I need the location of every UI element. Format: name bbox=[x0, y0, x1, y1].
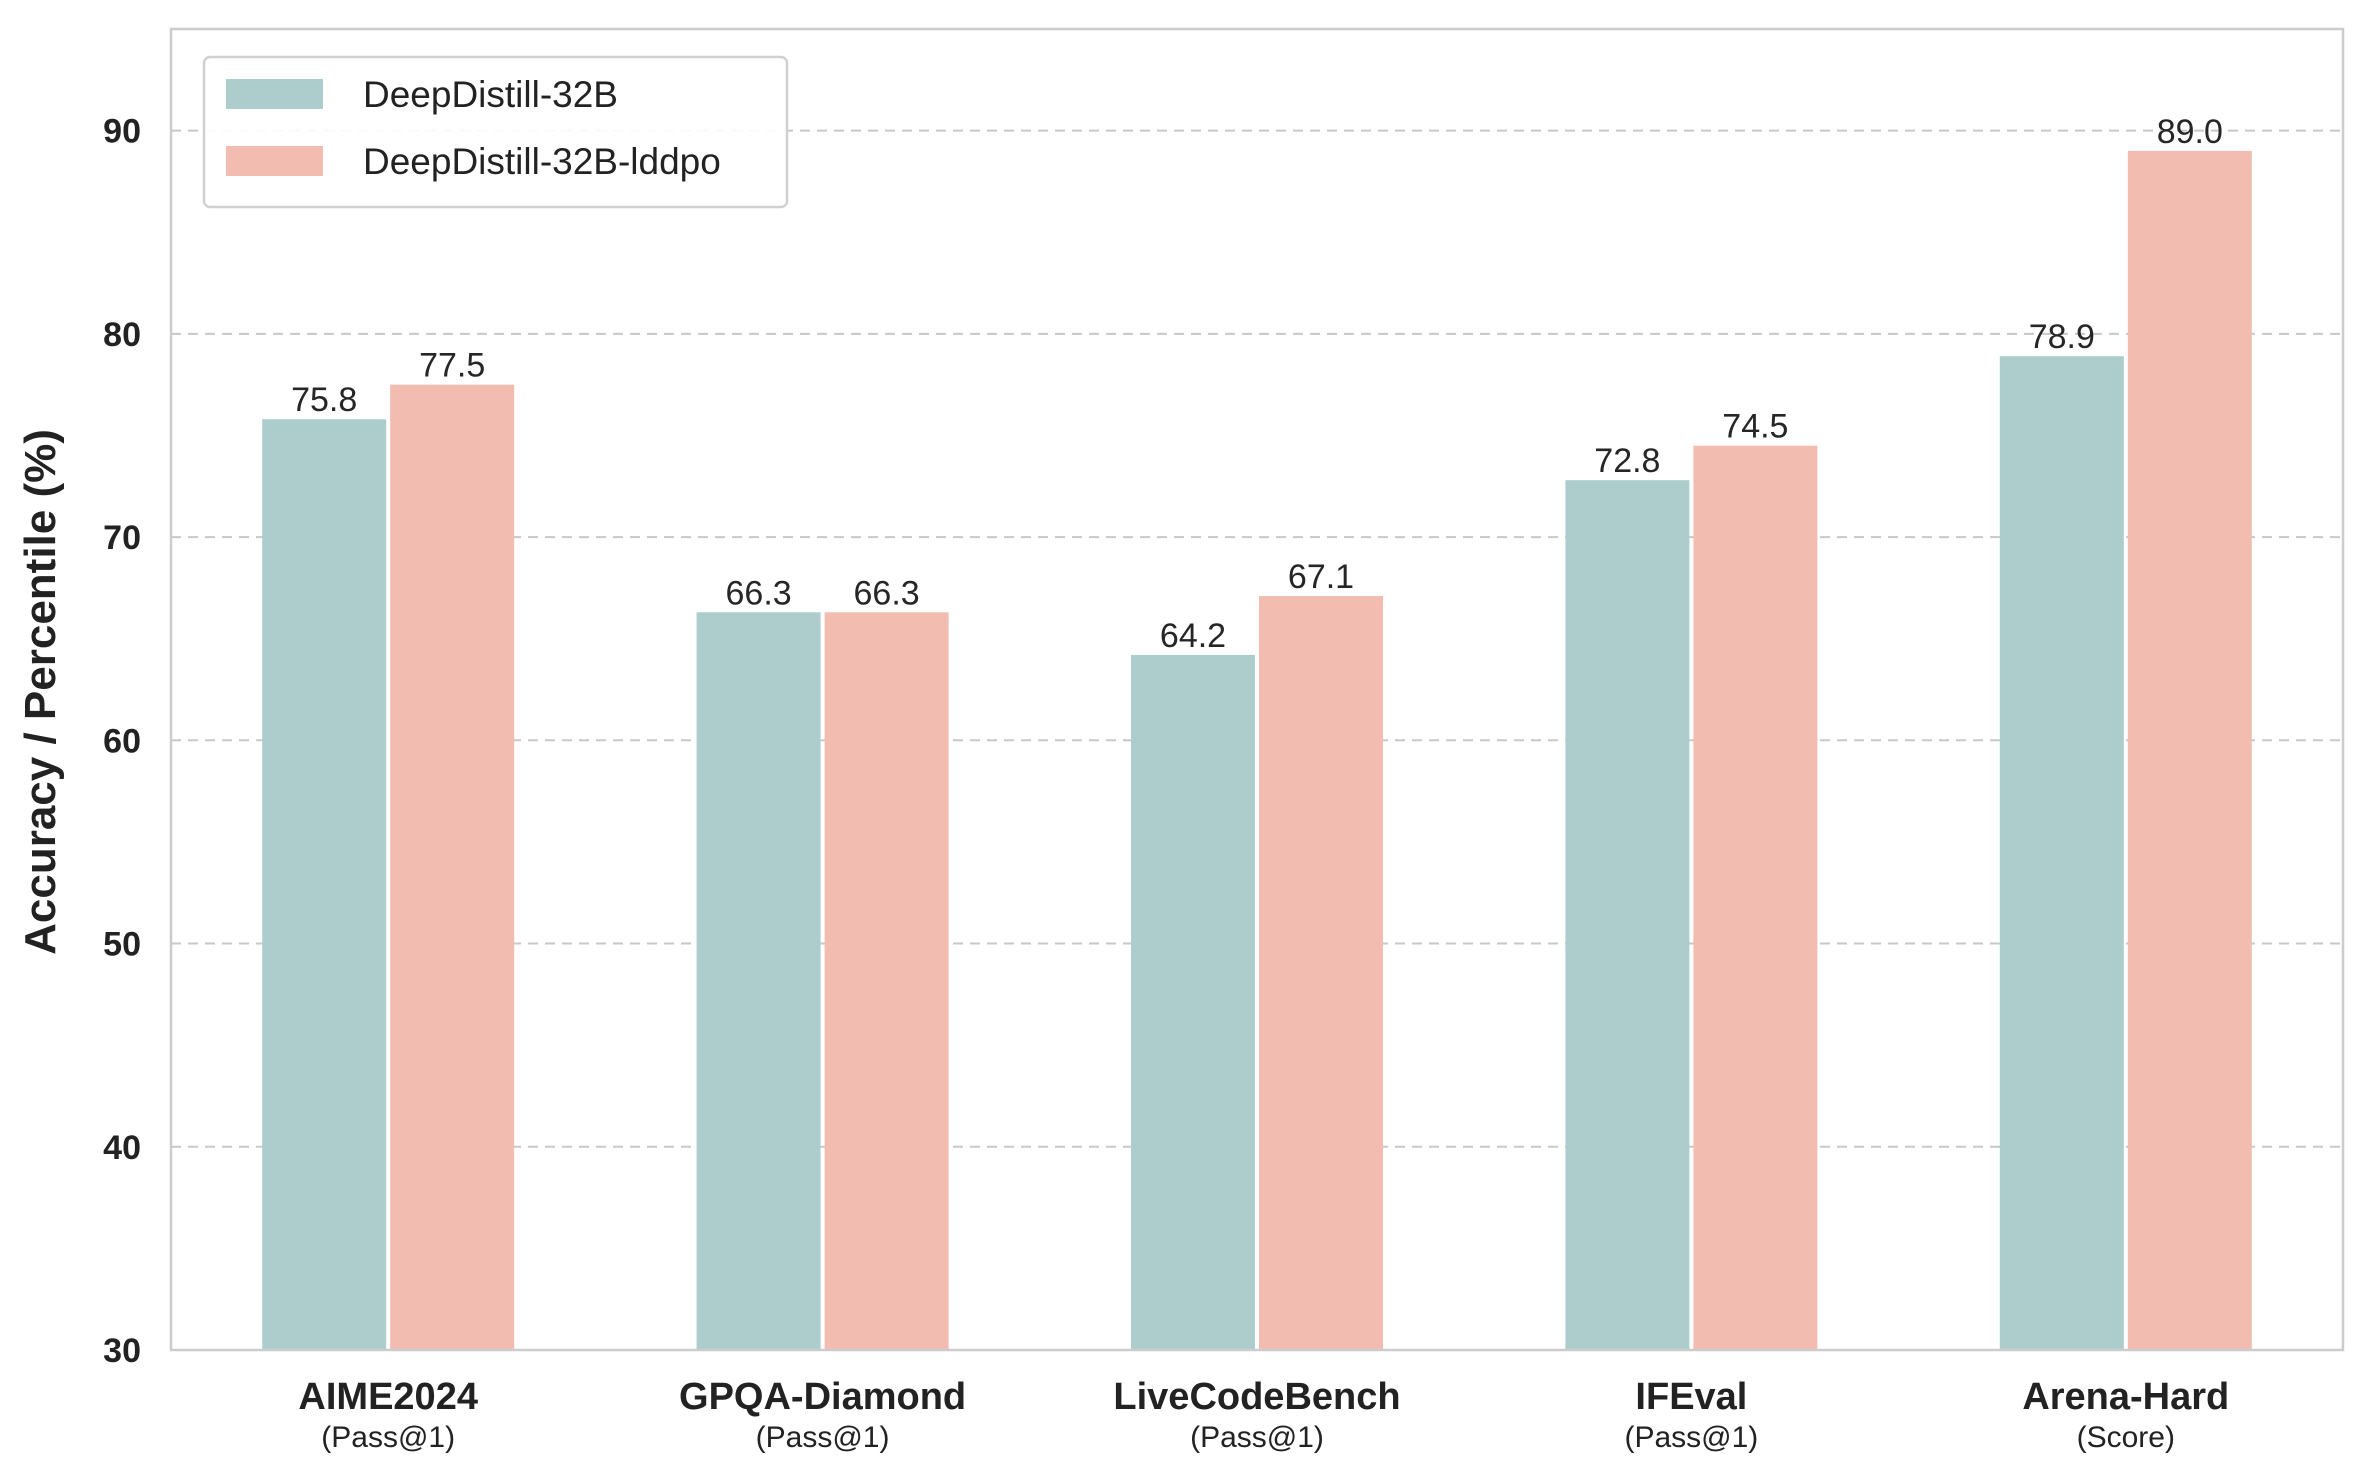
y-tick-label: 60 bbox=[103, 722, 141, 760]
x-tick-sublabel: (Pass@1) bbox=[1624, 1421, 1758, 1454]
bar-base-livecodebench bbox=[1131, 654, 1255, 1350]
bar-lddpo-livecodebench bbox=[1259, 596, 1383, 1350]
y-tick-label: 70 bbox=[103, 519, 141, 557]
legend-label: DeepDistill-32B-lddpo bbox=[363, 141, 721, 182]
x-tick-sublabel: (Pass@1) bbox=[756, 1421, 890, 1454]
y-tick-label: 50 bbox=[103, 926, 141, 964]
legend-swatch bbox=[226, 146, 323, 176]
axes bbox=[169, 27, 2345, 1352]
data-label: 72.8 bbox=[1594, 442, 1660, 480]
labels: 3040506070809075.877.5AIME2024(Pass@1)66… bbox=[103, 113, 2229, 1454]
y-tick-label: 90 bbox=[103, 113, 141, 151]
data-label: 78.9 bbox=[2029, 318, 2095, 356]
data-label: 66.3 bbox=[726, 574, 792, 612]
bars bbox=[262, 150, 2252, 1351]
x-tick-label: IFEval bbox=[1635, 1376, 1747, 1418]
x-tick-sublabel: (Score) bbox=[2077, 1421, 2175, 1454]
x-tick-label: LiveCodeBench bbox=[1113, 1376, 1400, 1418]
data-label: 66.3 bbox=[854, 574, 920, 612]
data-label: 89.0 bbox=[2157, 113, 2223, 151]
x-tick-sublabel: (Pass@1) bbox=[1190, 1421, 1324, 1454]
data-label: 67.1 bbox=[1288, 558, 1354, 596]
y-axis-title: Accuracy / Percentile (%) bbox=[16, 429, 65, 955]
bar-base-aime2024 bbox=[262, 419, 387, 1350]
bar-lddpo-ifeval bbox=[1693, 445, 1818, 1351]
legend-box bbox=[202, 55, 789, 209]
y-tick-label: 40 bbox=[103, 1129, 141, 1167]
bar-base-ifeval bbox=[1565, 480, 1690, 1350]
legend-label: DeepDistill-32B bbox=[363, 74, 618, 115]
bar-lddpo-arena-hard bbox=[2127, 150, 2252, 1350]
bar-lddpo-aime2024 bbox=[390, 384, 515, 1351]
x-tick-label: GPQA-Diamond bbox=[679, 1376, 966, 1418]
data-label: 64.2 bbox=[1160, 617, 1226, 655]
data-label: 77.5 bbox=[419, 347, 485, 385]
data-label: 75.8 bbox=[291, 381, 357, 419]
bar-base-arena-hard bbox=[1999, 356, 2124, 1350]
x-tick-sublabel: (Pass@1) bbox=[321, 1421, 455, 1454]
bar-base-gpqa-diamond bbox=[696, 612, 821, 1350]
x-tick-label: AIME2024 bbox=[298, 1376, 478, 1418]
plot-frame bbox=[169, 27, 2345, 1352]
legend: DeepDistill-32B DeepDistill-32B-lddpo bbox=[202, 55, 789, 209]
legend-swatch bbox=[226, 79, 323, 109]
y-tick-label: 80 bbox=[103, 316, 141, 354]
bar-lddpo-gpqa-diamond bbox=[824, 612, 949, 1350]
x-tick-label: Arena-Hard bbox=[2022, 1376, 2229, 1418]
y-tick-label: 30 bbox=[103, 1332, 141, 1370]
data-label: 74.5 bbox=[1722, 408, 1788, 446]
